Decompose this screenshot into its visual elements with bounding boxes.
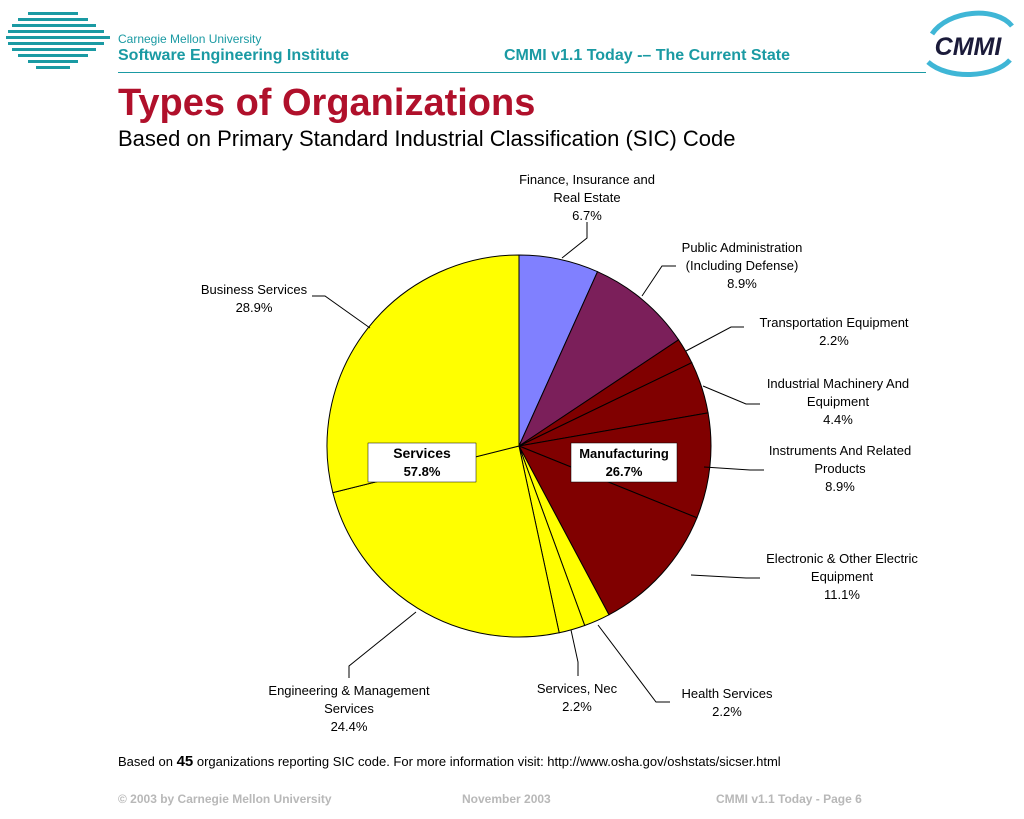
slice-value-label: 2.2%: [819, 333, 849, 348]
slice-value-label: 11.1%: [824, 587, 860, 602]
leader-line: [641, 265, 676, 297]
slice-label: Transportation Equipment: [759, 315, 908, 330]
footnote-prefix: Based on: [118, 754, 173, 769]
slice-label: Equipment: [807, 394, 870, 409]
slice-label: Real Estate: [553, 190, 620, 205]
leader-line: [312, 295, 371, 329]
slice-value-label: 28.9%: [236, 300, 273, 315]
page-title: Types of Organizations: [118, 82, 536, 124]
sei-logo-icon: [6, 12, 110, 69]
slice-value-label: 8.9%: [727, 276, 757, 291]
leader-line: [570, 629, 579, 676]
group-box: [367, 442, 477, 483]
footnote-suffix: organizations reporting SIC code. For mo…: [196, 754, 781, 769]
slice-label: Instruments And Related: [769, 443, 911, 458]
slice-label: Business Services: [201, 282, 308, 297]
leader-line: [348, 611, 417, 678]
slice-label: Products: [814, 461, 866, 476]
leader-line: [703, 466, 764, 471]
slice-value-label: 4.4%: [823, 412, 853, 427]
slice-label: Services: [324, 701, 374, 716]
group-value: 26.7%: [606, 464, 643, 479]
slice-label: Industrial Machinery And: [767, 376, 909, 391]
group-box: [570, 442, 678, 483]
leader-line: [702, 385, 760, 405]
footer-date: November 2003: [462, 792, 551, 806]
pie-slice: [517, 445, 698, 616]
institute-name: Software Engineering Institute: [118, 47, 350, 64]
university-name: Carnegie Mellon University: [118, 32, 262, 46]
leader-line: [597, 624, 670, 703]
pie-slice: [332, 445, 560, 638]
header-title: CMMI v1.1 Today -– The Current State: [504, 47, 790, 64]
leader-line: [561, 222, 588, 259]
slice-value-label: 2.2%: [712, 704, 742, 719]
header-divider: [118, 72, 926, 73]
page-subtitle: Based on Primary Standard Industrial Cla…: [118, 126, 736, 151]
leader-line: [685, 326, 744, 352]
slice-label: (Including Defense): [686, 258, 799, 273]
slice-label: Health Services: [681, 686, 773, 701]
group-name: Manufacturing: [579, 446, 669, 461]
pie-slice: [517, 271, 680, 448]
slice-value-label: 6.7%: [572, 208, 602, 223]
footer-page-number: CMMI v1.1 Today - Page 6: [716, 792, 862, 806]
cmmi-logo-text: CMMI: [935, 33, 1003, 61]
group-name: Services: [393, 445, 451, 461]
pie-slice: [326, 254, 520, 494]
slice-label: Public Administration: [682, 240, 803, 255]
footnote-count: 45: [176, 753, 194, 770]
slice-label: Electronic & Other Electric: [766, 551, 918, 566]
slice-value-label: 2.2%: [562, 699, 592, 714]
slice-label: Engineering & Management: [268, 683, 430, 698]
group-value: 57.8%: [404, 464, 441, 479]
slice-value-label: 8.9%: [825, 479, 855, 494]
leader-line: [690, 574, 760, 579]
slice-label: Finance, Insurance and: [519, 172, 655, 187]
slice-label: Services, Nec: [537, 681, 618, 696]
slice-label: Equipment: [811, 569, 874, 584]
cmmi-logo: CMMI: [926, 10, 1014, 77]
slice-value-label: 24.4%: [331, 719, 368, 734]
footnote: Based on 45 organizations reporting SIC …: [118, 753, 781, 770]
footer-copyright: © 2003 by Carnegie Mellon University: [118, 792, 332, 806]
